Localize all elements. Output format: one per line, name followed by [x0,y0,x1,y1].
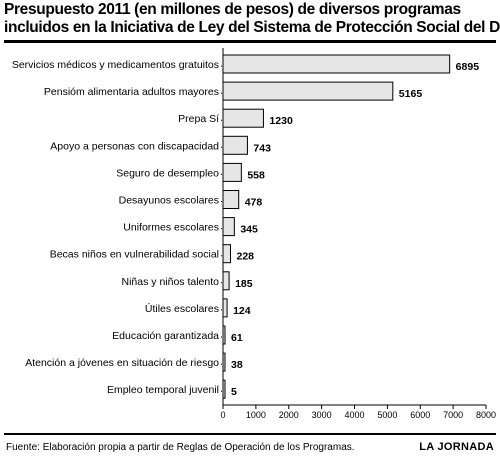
footer-rule [4,433,496,435]
category-label: Útiles escolares [145,302,219,315]
category-label: Educación garantizada [112,330,219,342]
bar [222,162,242,182]
category-label: Prepa Sí [178,113,219,125]
value-label: 743 [253,142,271,154]
value-label: 124 [233,305,251,317]
bar [222,244,231,264]
chart-title-line-1: Presupuesto 2011 (en millones de pesos) … [4,1,461,18]
bar [222,298,228,318]
category-label: Apoyo a personas con discapacidad [50,140,219,152]
source-note: Fuente: Elaboración propia a partir de R… [6,442,355,453]
bar-chart: Servicios médicos y medicamentos gratuit… [12,48,496,420]
category-label: Seguro de desempleo [116,167,219,179]
x-tick-label: 8000 [476,410,496,420]
x-tick-label: 4000 [344,410,364,420]
value-label: 478 [245,197,263,209]
value-label: 5 [231,386,237,398]
chart-title: Presupuesto 2011 (en millones de pesos) … [4,1,500,37]
value-label: 185 [235,278,253,290]
bar [222,217,235,237]
bar [222,108,264,128]
value-label: 228 [236,251,254,263]
value-label: 5165 [399,88,423,100]
category-label: Niñas y niños talento [122,276,220,288]
value-label: 6895 [456,61,480,73]
value-label: 38 [231,359,243,371]
category-label: Uniformes escolares [123,222,219,234]
value-label: 558 [247,169,265,181]
bar [222,271,230,291]
x-tick-label: 3000 [312,410,332,420]
x-tick-label: 6000 [410,410,430,420]
category-label: Pensióm alimentaria adultos mayores [44,86,219,98]
bar [222,54,451,74]
category-label: Becas niños en vulnerabilidad social [50,249,219,261]
value-label: 61 [231,332,243,344]
bar [222,81,394,101]
x-tick-label: 0 [220,410,225,420]
category-label: Desayunos escolares [119,195,219,207]
chart-title-line-2: incluidos en la Iniciativa de Ley del Si… [4,19,500,36]
x-tick-label: 7000 [443,410,463,420]
x-tick-label: 1000 [246,410,266,420]
title-rule [4,40,496,43]
value-label: 1230 [269,115,293,127]
publisher-brand: LA JORNADA [419,441,494,453]
category-label: Servicios médicos y medicamentos gratuit… [12,59,219,71]
value-label: 345 [240,224,258,236]
bar [222,135,248,155]
category-label: Empleo temporal juvenil [107,384,219,396]
x-tick-label: 5000 [377,410,397,420]
bar [222,190,240,209]
x-tick-label: 2000 [279,410,299,420]
category-label: Atención a jóvenes en situación de riesg… [25,357,219,369]
